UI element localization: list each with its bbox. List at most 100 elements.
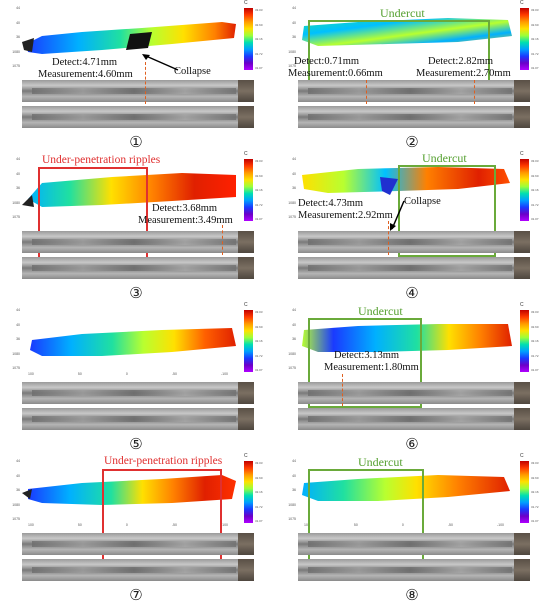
weld-photo-top [298,231,530,253]
measurement-label-1: Measurement:0.66mm [288,68,383,79]
colorbar-unit: C [244,453,248,459]
defect-title: Undercut [358,455,403,469]
y-axis-ticks: 44 40 36 1080 1075 [12,459,20,521]
colorbar [244,159,253,221]
y-axis-ticks: 44 40 36 1080 1075 [288,6,296,68]
panel-8: 44 40 36 1080 1075 100 50 0 -50 -100 C 33.03 32.6… [276,453,548,604]
panel-7: 44 40 36 1080 1075 100 50 0 -50 -100 C 33.03 32.6… [0,453,272,604]
collapse-arrow-icon [142,54,179,71]
weld-photo-top [298,80,530,102]
weld-photo-bottom [298,106,530,128]
panel-number: ⑥ [405,435,419,453]
colorbar [244,310,253,372]
surface-plot [298,155,516,225]
defect-marker [222,225,223,255]
panel-5: 44 40 36 1080 1075 100 50 0 -50 -100 C 33.03 32.6… [0,302,272,453]
colorbar-unit: C [244,151,248,157]
defect-title: Undercut [422,151,467,165]
colorbar-ticks: 33.03 32.60 32.16 31.72 31.07 [255,8,263,70]
detect-label: Detect:3.13mm [334,350,400,361]
measurement-label: Measurement:3.49mm [138,215,233,226]
panel-4: 44 40 36 1080 1075 C 33.03 32.60 32.16 31.72 31.… [276,151,548,302]
defect-marker [342,374,343,406]
detect-label: Detect:4.71mm [52,57,118,68]
weld-photo-top [298,533,530,555]
surface-plot [22,4,240,74]
surface-plot [22,155,240,225]
panel-number: ③ [129,284,143,302]
collapse-label: Collapse [174,66,211,77]
weld-photo-top [22,80,254,102]
defect-title: Under-penetration ripples [42,154,161,166]
y-axis-ticks: 44 40 36 1080 1075 [12,308,20,370]
y-axis-ticks: 44 40 36 1080 1075 [288,157,296,219]
colorbar [520,310,529,372]
colorbar-ticks: 33.03 32.60 32.16 31.72 31.07 [531,461,539,523]
defect-marker-1 [366,80,367,104]
detect-label: Detect:3.68mm [152,203,218,214]
panel-number: ② [405,133,419,151]
weld-photo-bottom [298,559,530,581]
detect-label: Detect:4.73mm [298,198,364,209]
colorbar [520,461,529,523]
y-axis-ticks: 44 40 36 1080 1075 [12,157,20,219]
defect-marker [145,62,146,104]
colorbar-unit: C [244,0,248,6]
colorbar-ticks: 33.03 32.60 32.16 31.72 31.07 [531,310,539,372]
y-axis-ticks: 44 40 36 1080 1075 [12,6,20,68]
panel-6: 44 40 36 1080 1075 C 33.03 32.60 32.16 31.72 31.… [276,302,548,453]
defect-title: Under-penetration ripples [104,455,223,467]
weld-photo-bottom [298,257,530,279]
x-axis-ticks: 100 50 0 -50 -100 [304,523,504,527]
collapse-label: Collapse [404,196,441,207]
y-axis-ticks: 44 40 36 1080 1075 [288,459,296,521]
weld-photo-bottom [22,559,254,581]
weld-photo-bottom [22,106,254,128]
weld-photo-top [22,533,254,555]
weld-photo-top [298,382,530,404]
surface-plot [298,306,516,376]
measurement-label: Measurement:1.80mm [324,362,419,373]
colorbar-unit: C [244,302,248,308]
weld-photo-bottom [22,257,254,279]
surface-plot [298,457,516,527]
panel-number: ④ [405,284,419,302]
colorbar-unit: C [520,302,524,308]
surface-plot [22,306,240,376]
panel-number: ⑦ [129,586,143,604]
colorbar-ticks: 33.03 32.60 32.16 31.72 31.07 [531,8,539,70]
colorbar-unit: C [520,453,524,459]
colorbar-ticks: 33.03 32.60 32.16 31.72 31.07 [255,461,263,523]
panel-1: 44 40 36 1080 1075 C 33.03 32.60 32.16 31.72 31.… [0,0,272,151]
panel-2: 44 40 36 1080 1075 C 33.03 32.60 32.16 31.72 31.… [276,0,548,151]
colorbar-ticks: 33.03 32.60 32.16 31.72 31.07 [255,159,263,221]
defect-marker [388,221,389,255]
weld-photo-bottom [22,408,254,430]
measurement-label: Measurement:4.60mm [38,69,133,80]
colorbar [244,8,253,70]
panel-number: ⑤ [129,435,143,453]
detect-label-2: Detect:2.82mm [428,56,494,67]
surface-plot [298,4,516,74]
weld-photo-top [22,382,254,404]
colorbar-unit: C [520,0,524,6]
defect-title: Undercut [358,304,403,318]
panel-number: ⑧ [405,586,419,604]
x-axis-ticks: 100 50 0 -50 -100 [28,372,228,376]
colorbar [244,461,253,523]
y-axis-ticks: 44 40 36 1080 1075 [288,308,296,370]
detect-label-1: Detect:0.71mm [294,56,360,67]
x-axis-ticks: 100 50 0 -50 -100 [28,523,228,527]
weld-photo-bottom [298,408,530,430]
measurement-label: Measurement:2.92mm [298,210,393,221]
undercut-box [308,318,422,408]
surface-plot [22,457,240,527]
panel-number: ① [129,133,143,151]
panel-3: 44 40 36 1080 1075 C 33.03 32.60 32.16 31.72 31.… [0,151,272,302]
colorbar-ticks: 33.03 32.60 32.16 31.72 31.07 [255,310,263,372]
measurement-label-2: Measurement:2.70mm [416,68,511,79]
defect-title: Undercut [380,6,425,20]
collapse-arrow-icon [390,200,405,231]
colorbar-ticks: 33.03 32.60 32.16 31.72 31.07 [531,159,539,221]
colorbar [520,159,529,221]
